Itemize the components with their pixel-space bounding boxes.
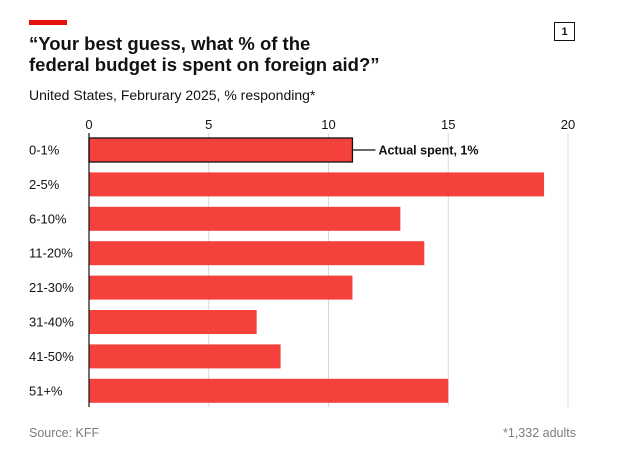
bar — [89, 206, 401, 231]
chart-title-line-2: federal budget is spent on foreign aid?” — [29, 54, 380, 75]
bar — [88, 137, 354, 163]
chart-number-badge: 1 — [554, 22, 575, 41]
bar — [89, 172, 545, 197]
x-tick-label: 5 — [205, 117, 212, 132]
brand-accent-bar — [29, 20, 67, 25]
chart-subtitle: United States, Februrary 2025, % respond… — [29, 87, 316, 103]
bar — [89, 275, 353, 300]
category-label: 11-20% — [29, 246, 73, 261]
footnote: *1,332 adults — [503, 426, 576, 440]
x-tick-label: 10 — [321, 117, 335, 132]
x-tick-label: 15 — [441, 117, 455, 132]
category-label: 2-5% — [29, 177, 60, 192]
category-label: 0-1% — [29, 143, 60, 158]
category-label: 41-50% — [29, 349, 74, 364]
chart-title: “Your best guess, what % of the federal … — [29, 33, 529, 75]
category-label: 31-40% — [29, 315, 74, 330]
category-label: 6-10% — [29, 211, 67, 226]
bar — [89, 378, 449, 403]
bar — [89, 310, 257, 334]
x-tick-label: 0 — [85, 117, 92, 132]
annotation-label: Actual spent, 1% — [378, 144, 478, 158]
source-note: Source: KFF — [29, 426, 100, 440]
bar — [89, 241, 425, 266]
bar — [89, 344, 281, 369]
category-label: 21-30% — [29, 280, 74, 295]
x-tick-label: 20 — [561, 117, 575, 132]
category-label: 51+% — [29, 383, 63, 398]
chart-title-line-1: “Your best guess, what % of the — [29, 33, 311, 54]
